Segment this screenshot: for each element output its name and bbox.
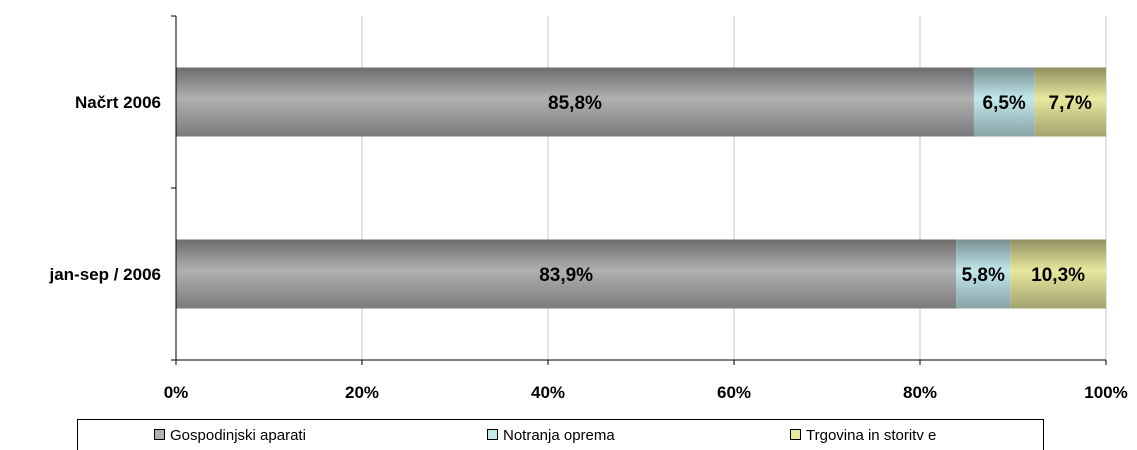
x-tick-label: 0% [164,383,189,402]
x-tick-label: 60% [717,383,751,402]
bar-segment [1034,67,1106,137]
bar-segment [1010,239,1106,309]
axes [171,15,1107,365]
category-label: Načrt 2006 [75,93,161,112]
bar-segment [176,239,957,309]
data-label: 7,7% [1049,93,1092,114]
x-tick-label: 80% [903,383,937,402]
x-tick-label: 40% [531,383,565,402]
legend-label-2: Trgovina in storitv e [806,427,937,444]
category-label: jan-sep / 2006 [48,265,161,284]
data-label: 5,8% [962,265,1005,286]
x-tick-label: 20% [345,383,379,402]
x-tick-label: 100% [1084,383,1127,402]
legend-item-2: Trgovina in storitv e [790,427,936,444]
legend-swatch-2 [790,429,801,440]
bar-segment [973,67,1035,137]
legend-item-0: Gospodinjski aparati [154,427,306,444]
legend: Gospodinjski aparati Notranja oprema Trg… [77,419,1044,450]
bars [176,67,1106,309]
stacked-bar-chart: 0% 20% 40% 60% 80% 100% 85,8% 6,5% 7,7% Načrt 200… [48,15,1128,402]
bar-segment [956,239,1011,309]
data-label: 10,3% [1031,265,1085,286]
legend-label-0: Gospodinjski aparati [170,427,306,444]
legend-swatch-1 [487,429,498,440]
legend-item-1: Notranja oprema [487,427,615,444]
legend-label-1: Notranja oprema [503,427,615,444]
data-label: 6,5% [983,93,1026,114]
bar-segment [176,67,974,137]
legend-swatch-0 [154,429,165,440]
data-label: 85,8% [548,93,602,114]
labels: 0% 20% 40% 60% 80% 100% 85,8% 6,5% 7,7% Načrt 200… [48,93,1127,402]
data-label: 83,9% [539,265,593,286]
